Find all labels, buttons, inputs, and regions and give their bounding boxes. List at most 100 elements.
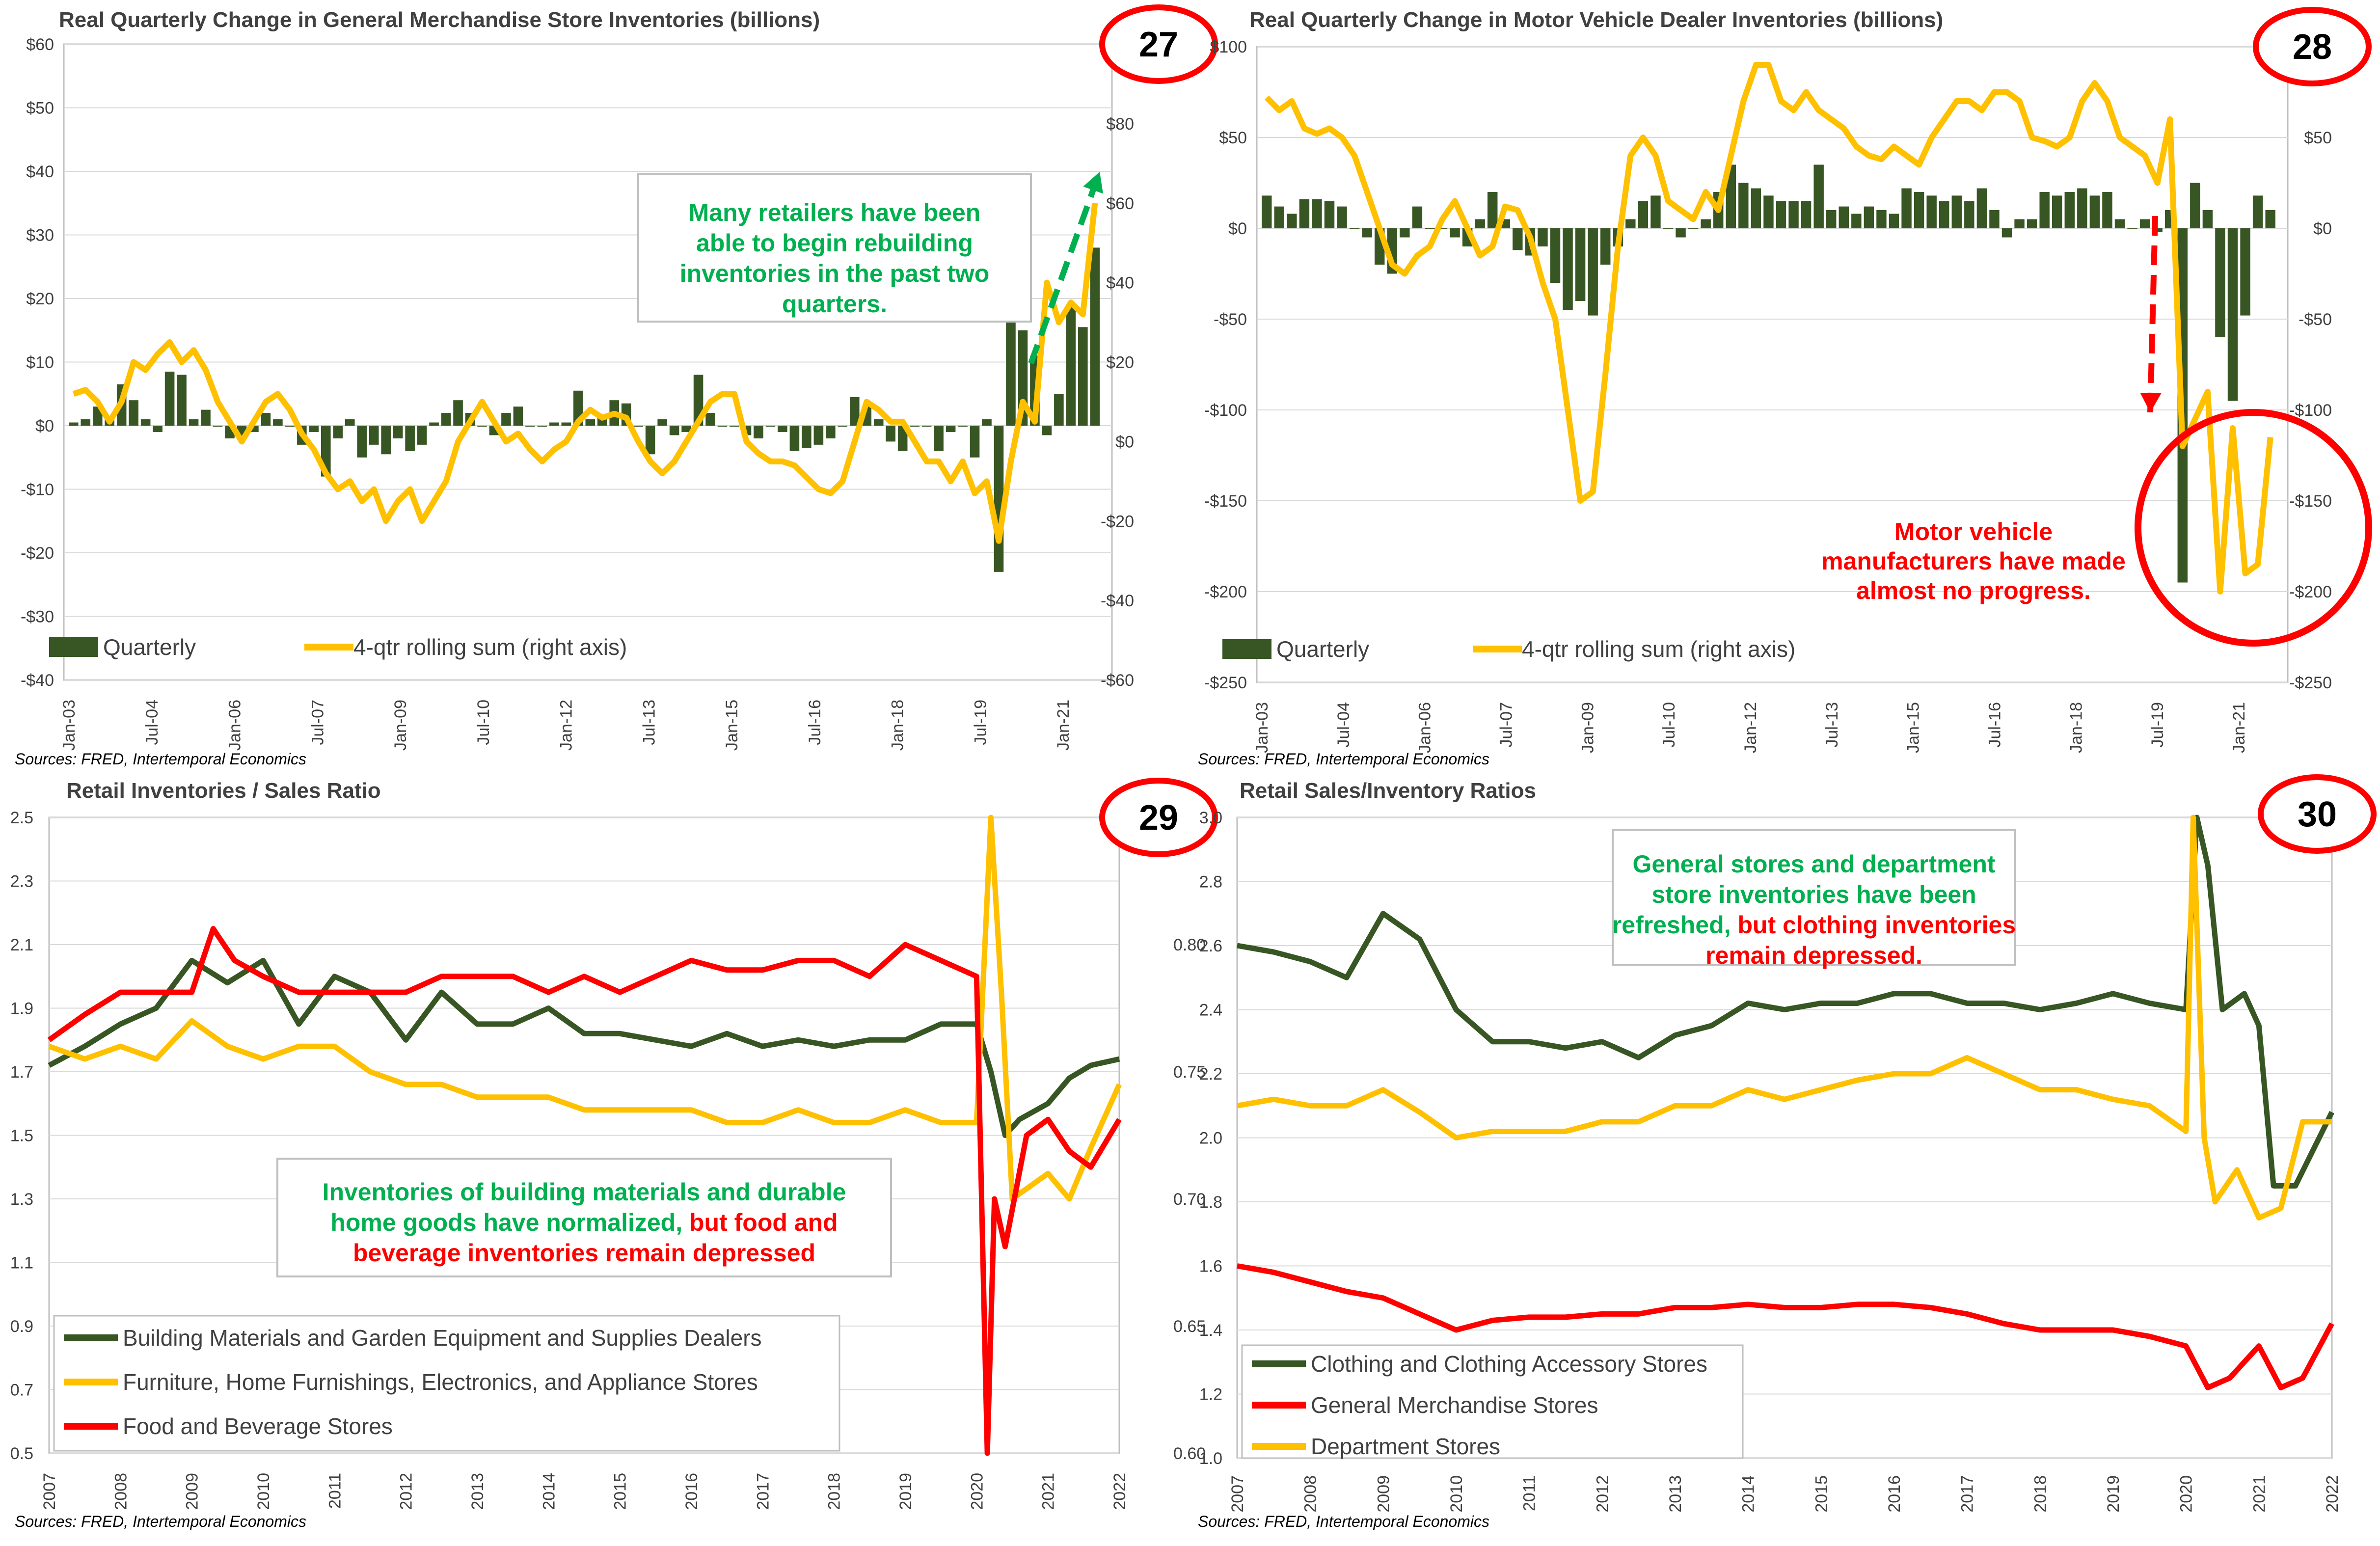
- x-tick-label: 2019: [896, 1473, 915, 1510]
- bar: [2064, 192, 2075, 228]
- y2-tick-label: -$200: [2289, 583, 2332, 601]
- bar: [1575, 228, 1586, 301]
- x-tick-label: 2007: [1228, 1475, 1247, 1513]
- y-tick-label: 1.1: [10, 1254, 33, 1273]
- bar: [1337, 206, 1347, 228]
- x-tick-label: Jul-19: [971, 700, 990, 745]
- y-tick-label: -$100: [1204, 401, 1247, 420]
- badge-number: 28: [2293, 27, 2332, 67]
- chart-panel-30: 1.0 1.2 1.4 1.6 1.8 2.0 2.2 2.4 2.6 2.8 3.0 2007 200…: [1198, 774, 2377, 1530]
- legend-label: Quarterly: [103, 634, 196, 660]
- x-tick-label: 2018: [825, 1473, 844, 1510]
- y2-tick-label: -$20: [1101, 512, 1134, 531]
- annotation-segment: but food and: [689, 1209, 838, 1236]
- y-tick-label: $40: [26, 163, 54, 181]
- bar: [177, 375, 187, 426]
- chart-title: Retail Sales/Inventory Ratios: [1240, 779, 1536, 803]
- chart-panel-29: 0.5 0.7 0.9 1.1 1.3 1.5 1.7 1.9 2.1 2.3 2.5 0.60 0.6…: [10, 778, 1218, 1530]
- bar: [2052, 195, 2062, 228]
- source-note: Sources: FRED, Intertemporal Economics: [1198, 1513, 1489, 1530]
- x-tick-label: 2008: [1301, 1475, 1320, 1513]
- bar: [1839, 206, 1849, 228]
- y-tick-label: 1.0: [1199, 1449, 1222, 1468]
- y2-tick-label: -$40: [1101, 592, 1134, 610]
- y2-tick-label: -$250: [2289, 674, 2332, 692]
- bar: [1976, 188, 1987, 228]
- annotation-segment: but clothing inventories: [1737, 911, 2016, 939]
- y-tick-label: 2.5: [10, 809, 33, 827]
- bar: [1312, 199, 1322, 228]
- annotation-text: beverage inventories remain depressed: [353, 1239, 815, 1267]
- bar: [826, 426, 836, 438]
- badge-number: 29: [1139, 798, 1178, 838]
- bar: [1989, 210, 2000, 228]
- bar: [261, 413, 271, 426]
- y-tick-label: 0.5: [10, 1444, 33, 1463]
- bar: [910, 426, 920, 427]
- bar: [1889, 214, 1899, 228]
- bar: [1788, 201, 1799, 228]
- bar: [886, 426, 895, 442]
- annotation-arrow: [1028, 170, 1103, 365]
- bar: [2215, 228, 2225, 337]
- x-tick-label: Jan-06: [1416, 702, 1434, 753]
- y-tick-label: $0: [1228, 219, 1247, 238]
- bar: [1287, 214, 1297, 228]
- bar: [705, 413, 715, 426]
- legend-swatch: [49, 637, 98, 657]
- bar: [345, 419, 355, 426]
- bar: [934, 426, 944, 451]
- bar: [1563, 228, 1573, 310]
- bar: [994, 426, 1004, 572]
- x-tick-label: 2011: [1520, 1475, 1539, 1511]
- bar: [1054, 394, 1064, 426]
- x-tick-label: Jul-13: [640, 700, 658, 745]
- bar: [1090, 247, 1100, 426]
- bar: [2227, 228, 2238, 401]
- bar: [1475, 219, 1485, 228]
- y-tick-label: $60: [26, 35, 54, 54]
- plot-area: [1256, 46, 2289, 683]
- y-tick-label: 1.4: [1199, 1321, 1222, 1340]
- badge-circle: [1099, 4, 1218, 84]
- bar: [585, 419, 595, 426]
- bar: [921, 426, 932, 427]
- y2-tick-label: -$50: [2299, 310, 2332, 329]
- x-tick-label: 2015: [611, 1473, 630, 1510]
- bar: [1006, 314, 1016, 426]
- bar: [1550, 228, 1561, 283]
- chart-panel-28: -$250 -$200 -$150 -$100 -$50 $0 $50 $100 -$250 -$…: [1198, 7, 2372, 768]
- y2-tick-label: 0.75: [1173, 1063, 1206, 1082]
- annotation-segment: almost no progress.: [1856, 577, 2091, 604]
- bar: [982, 419, 992, 426]
- x-tick-label: Jan-09: [391, 700, 410, 751]
- x-tick-label: 2021: [1039, 1473, 1058, 1510]
- annotation-segment: Inventories of building materials and du…: [323, 1178, 846, 1206]
- bar: [1450, 228, 1460, 238]
- annotation-text: Inventories of building materials and du…: [323, 1178, 846, 1206]
- y-tick-label: 2.1: [10, 936, 33, 954]
- x-tick-label: 2010: [1447, 1475, 1466, 1513]
- bar: [549, 422, 559, 426]
- bar: [537, 426, 547, 427]
- legend-box: [53, 1315, 840, 1452]
- legend-label: Department Stores: [1311, 1434, 1500, 1459]
- bar: [1851, 214, 1862, 228]
- bar: [1625, 219, 1636, 228]
- bar: [958, 426, 968, 427]
- x-tick-label: 2011: [325, 1473, 344, 1509]
- y2-tick-label: $50: [2304, 129, 2332, 147]
- bar: [2139, 219, 2150, 228]
- bar: [946, 426, 956, 432]
- x-tick-label: 2009: [1374, 1475, 1393, 1513]
- y-tick-label: $100: [1210, 38, 1247, 56]
- y-tick-label: 2.4: [1199, 1001, 1222, 1020]
- chart-title: Real Quarterly Change in Motor Vehicle D…: [1249, 8, 1943, 32]
- annotation-segment: home goods have normalized,: [330, 1209, 689, 1236]
- bar: [633, 426, 643, 427]
- y-tick-label: 1.7: [10, 1063, 33, 1082]
- bar: [838, 426, 848, 427]
- y-tick-label: 2.0: [1199, 1129, 1222, 1148]
- x-tick-label: 2017: [754, 1473, 772, 1510]
